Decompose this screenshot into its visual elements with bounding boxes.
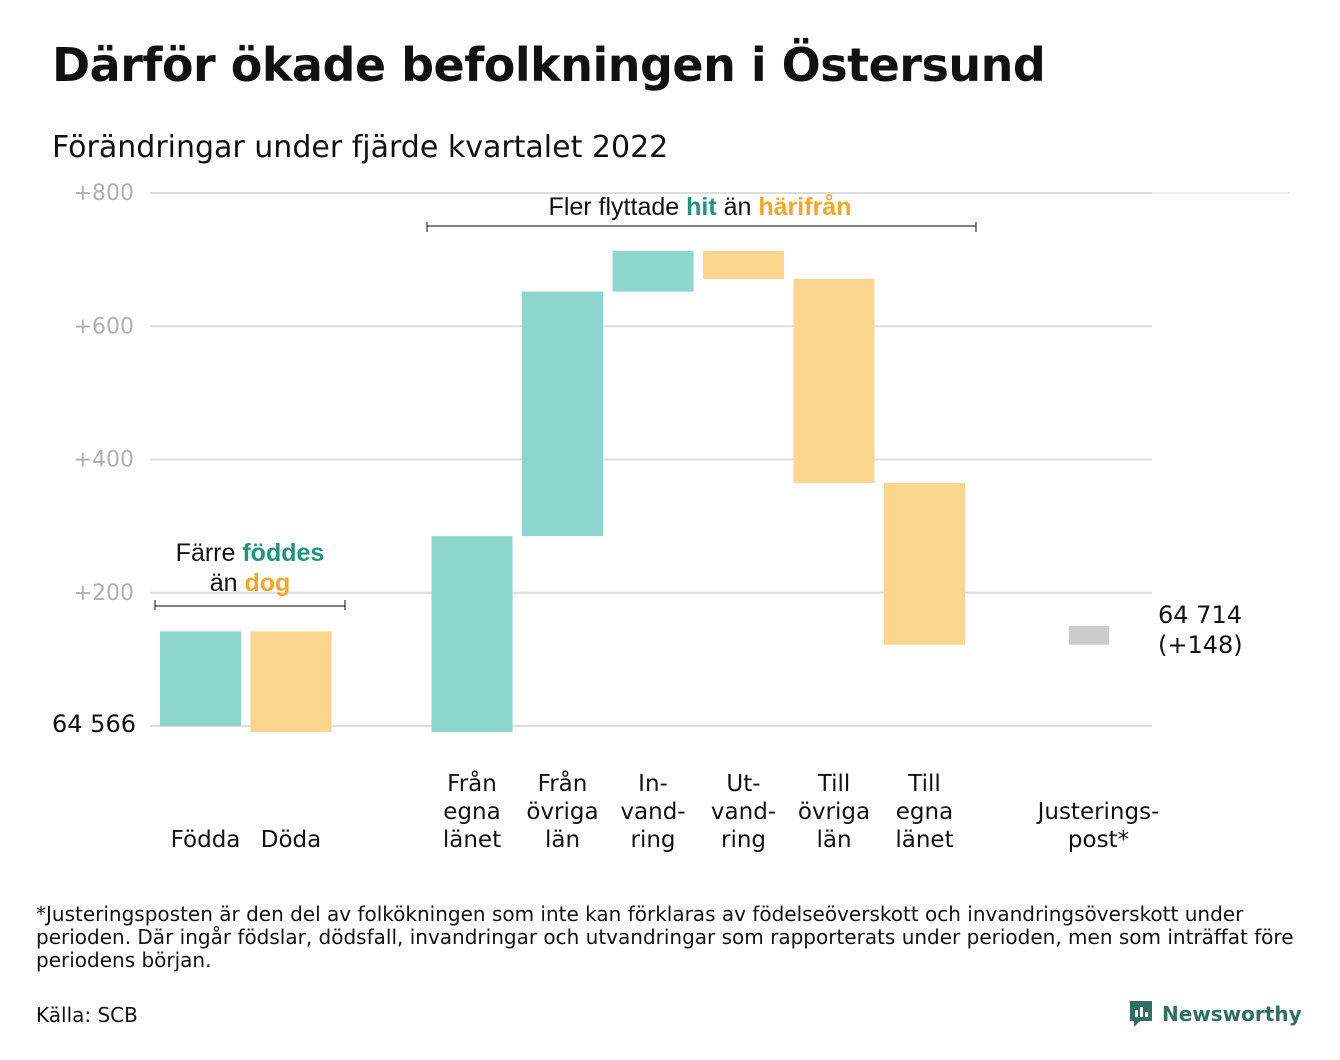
end-change-label: (+148) (1158, 631, 1243, 659)
waterfall-bar (703, 250, 784, 279)
waterfall-bar (250, 631, 332, 732)
waterfall-bar (160, 631, 241, 726)
annotation-fragment: Fler flyttade (549, 193, 687, 221)
source-label: Källa: SCB (36, 1003, 138, 1027)
y-tick-label: +800 (74, 181, 134, 206)
chart-subtitle: Förändringar under fjärde kvartalet 2022 (52, 130, 669, 165)
category-label: Döda (261, 827, 321, 853)
brand-name: Newsworthy (1162, 1002, 1302, 1026)
waterfall-bar (793, 278, 875, 483)
waterfall-bar (522, 291, 603, 537)
annotation-bracket-births-deaths (154, 600, 346, 610)
annotation-fragment: än (210, 569, 245, 597)
annotation-births-deaths-line2: än dog (210, 569, 291, 597)
annotation-fragment: föddes (242, 539, 324, 567)
y-tick-label: +400 (74, 448, 134, 473)
category-label: Justerings-post* (1036, 799, 1160, 853)
waterfall-chart: +800 +600 +400 +200 Födda Döda Från egna länet Fr… (52, 181, 1290, 853)
waterfall-bar (431, 536, 513, 732)
category-label: Födda (171, 827, 241, 853)
waterfall-bar (1069, 626, 1109, 645)
y-tick-label: +200 (74, 581, 134, 606)
waterfall-bar (884, 482, 965, 645)
newsworthy-logo-icon (1130, 1001, 1152, 1027)
chart-title: Därför ökade befolkningen i Östersund (52, 38, 1046, 92)
annotation-fragment: Färre (176, 539, 243, 567)
category-label: Till egna länet (895, 771, 953, 853)
annotation-fragment: hit (686, 193, 717, 221)
category-label: In-vand-ring (620, 771, 685, 853)
category-label: Från egna länet (443, 769, 501, 853)
y-tick-label: +600 (74, 314, 134, 339)
annotation-migration: Fler flyttade hit än härifrån (549, 193, 852, 221)
category-label: Ut-vand-ring (711, 771, 776, 853)
annotation-fragment: dog (244, 569, 290, 597)
category-label: Från övriga län (526, 769, 598, 853)
brand: Newsworthy (1128, 998, 1302, 1030)
end-value-label: 64 714 (1158, 601, 1242, 629)
category-label: Till övriga län (798, 771, 870, 853)
annotation-births-deaths-line1: Färre föddes (176, 539, 325, 567)
annotation-fragment: härifrån (758, 193, 851, 221)
annotation-fragment: än (717, 193, 759, 221)
start-value-label: 64 566 (52, 710, 136, 738)
annotation-bracket-migration (426, 222, 977, 232)
footnote: *Justeringsposten är den del av folkökni… (36, 902, 1294, 972)
waterfall-bar (612, 250, 694, 292)
